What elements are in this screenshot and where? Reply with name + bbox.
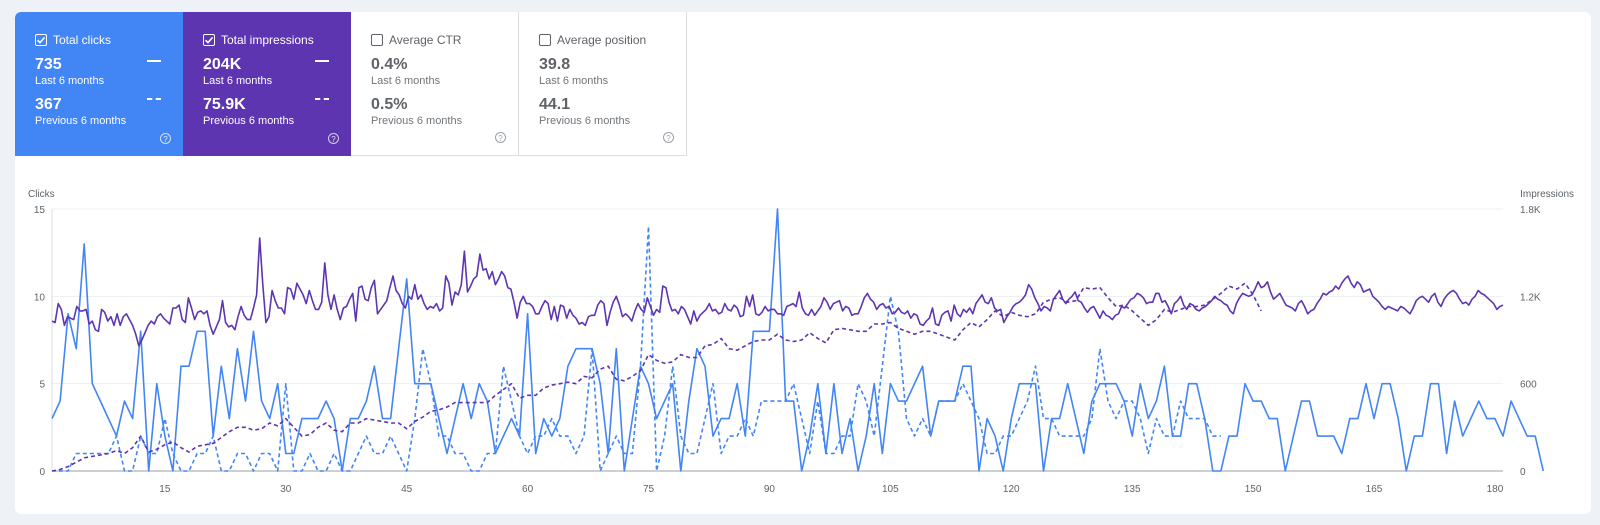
- check-icon[interactable]: [203, 34, 215, 46]
- left-tick-label: 15: [34, 205, 46, 216]
- solid-line-indicator: [315, 60, 329, 62]
- performance-chart: 0 0 5 600 10 1.2K 15 1.8K Clicks Impressions 15 30 4…: [28, 189, 1574, 495]
- x-tick-label: 60: [522, 484, 534, 495]
- metric-label: Total impressions: [221, 33, 314, 47]
- check-icon[interactable]: [35, 34, 47, 46]
- left-tick-label: 5: [39, 380, 45, 391]
- right-tick-label: 0: [1520, 467, 1526, 478]
- metric-label: Average position: [557, 33, 647, 47]
- series-line-2: [52, 225, 1221, 472]
- series-line-3: [51, 237, 1504, 347]
- dashed-line-indicator: [315, 98, 329, 100]
- current-period: Last 6 months: [539, 75, 609, 87]
- x-tick-label: 15: [159, 484, 171, 495]
- checkbox-unchecked-icon[interactable]: [371, 34, 383, 46]
- help-circle-icon[interactable]: ?: [160, 133, 171, 144]
- metric-card-ctr[interactable]: Average CTR 0.4% Last 6 months 0.5% Prev…: [351, 12, 519, 156]
- help-circle-icon[interactable]: ?: [328, 133, 339, 144]
- metric-label: Average CTR: [389, 33, 462, 47]
- x-tick-label: 180: [1487, 484, 1504, 495]
- help-circle-icon[interactable]: ?: [495, 132, 506, 143]
- dashed-line-indicator: [147, 98, 161, 100]
- left-tick-label: 0: [39, 467, 45, 478]
- x-tick-label: 105: [882, 484, 899, 495]
- current-period: Last 6 months: [371, 75, 441, 87]
- x-tick-label: 135: [1124, 484, 1141, 495]
- x-tick-label: 90: [764, 484, 776, 495]
- series-line-1: [51, 208, 1545, 472]
- metric-card-impressions[interactable]: Total impressions 204K Last 6 months 75.…: [183, 12, 351, 156]
- current-value: 204K: [203, 56, 242, 73]
- x-tick-label: 150: [1245, 484, 1262, 495]
- right-tick-label: 1.2K: [1520, 292, 1541, 303]
- right-axis-title: Impressions: [1520, 189, 1574, 200]
- previous-value: 44.1: [539, 96, 571, 113]
- previous-period: Previous 6 months: [539, 115, 631, 127]
- metric-label: Total clicks: [53, 33, 112, 47]
- x-tick-label: 30: [280, 484, 292, 495]
- current-value: 0.4%: [371, 56, 408, 73]
- previous-period: Previous 6 months: [35, 115, 127, 127]
- current-period: Last 6 months: [35, 75, 105, 87]
- solid-line-indicator: [147, 60, 161, 62]
- previous-value: 0.5%: [371, 96, 408, 113]
- right-tick-label: 1.8K: [1520, 205, 1541, 216]
- x-tick-label: 120: [1003, 484, 1020, 495]
- current-period: Last 6 months: [203, 75, 273, 87]
- checkbox-unchecked-icon[interactable]: [539, 34, 551, 46]
- previous-value: 367: [35, 96, 62, 113]
- x-tick-label: 75: [643, 484, 655, 495]
- left-tick-label: 10: [34, 292, 46, 303]
- metric-card-position[interactable]: Average position 39.8 Last 6 months 44.1…: [519, 12, 687, 156]
- left-axis-title: Clicks: [28, 189, 55, 200]
- previous-period: Previous 6 months: [371, 115, 463, 127]
- x-tick-label: 165: [1366, 484, 1383, 495]
- metric-cards: Total clicks 735 Last 6 months 367 Previ…: [15, 12, 687, 156]
- previous-period: Previous 6 months: [203, 115, 295, 127]
- metric-card-clicks[interactable]: Total clicks 735 Last 6 months 367 Previ…: [15, 12, 183, 156]
- performance-panel: Total clicks 735 Last 6 months 367 Previ…: [15, 12, 1591, 514]
- previous-value: 75.9K: [203, 96, 246, 113]
- x-tick-label: 45: [401, 484, 413, 495]
- series-line-4: [51, 282, 1262, 472]
- help-circle-icon[interactable]: ?: [663, 132, 674, 143]
- right-tick-label: 600: [1520, 380, 1537, 391]
- current-value: 735: [35, 56, 62, 73]
- current-value: 39.8: [539, 56, 571, 73]
